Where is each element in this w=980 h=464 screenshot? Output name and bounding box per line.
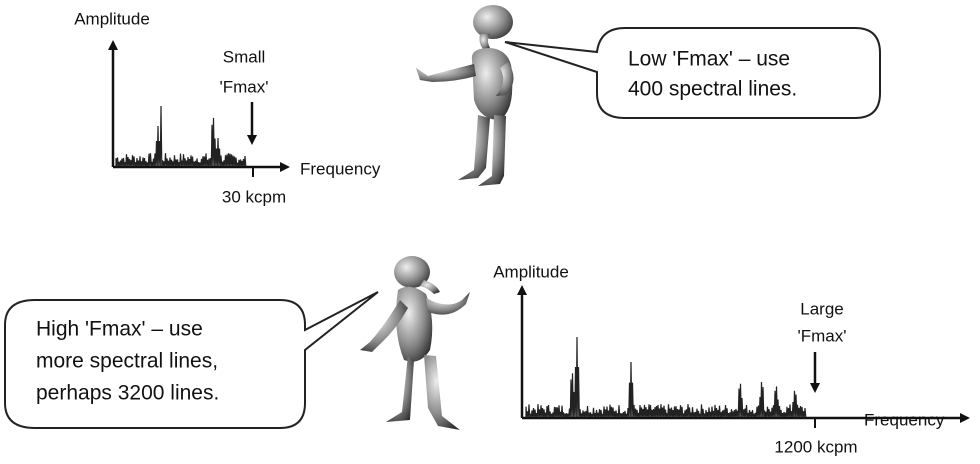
bottom-chart: Amplitude Large 'Fmax' Frequency 1200 kc… [493,262,970,456]
speech-text: 400 spectral lines. [628,78,797,101]
speech-text: High 'Fmax' – use [36,318,203,341]
y-label: Amplitude [74,9,150,28]
tick-label: 1200 kcpm [774,437,857,456]
spectrum [525,336,807,418]
annotation: 'Fmax' [798,326,847,345]
tick-label: 30 kcpm [222,187,286,206]
bottom-speech: High 'Fmax' – use more spectral lines, p… [4,291,379,429]
annotation: 'Fmax' [220,77,269,96]
x-label: Frequency [300,159,381,178]
speech-text: Low 'Fmax' – use [628,48,790,71]
speech-text: perhaps 3200 lines. [36,382,219,405]
annotation: Small [223,47,266,66]
x-label: Frequency [864,410,945,429]
top-chart: Amplitude Small 'Fmax' Frequency 30 kcpm [74,9,381,206]
speech-bubble [504,27,881,119]
annotation: Large [800,299,843,318]
y-label: Amplitude [493,262,569,281]
speech-text: more spectral lines, [36,350,218,373]
speech-bubble [4,291,379,429]
figure-top [416,5,514,186]
top-speech: Low 'Fmax' – use 400 spectral lines. [504,27,881,119]
spectrum [115,105,247,167]
figure-bottom [360,256,470,430]
